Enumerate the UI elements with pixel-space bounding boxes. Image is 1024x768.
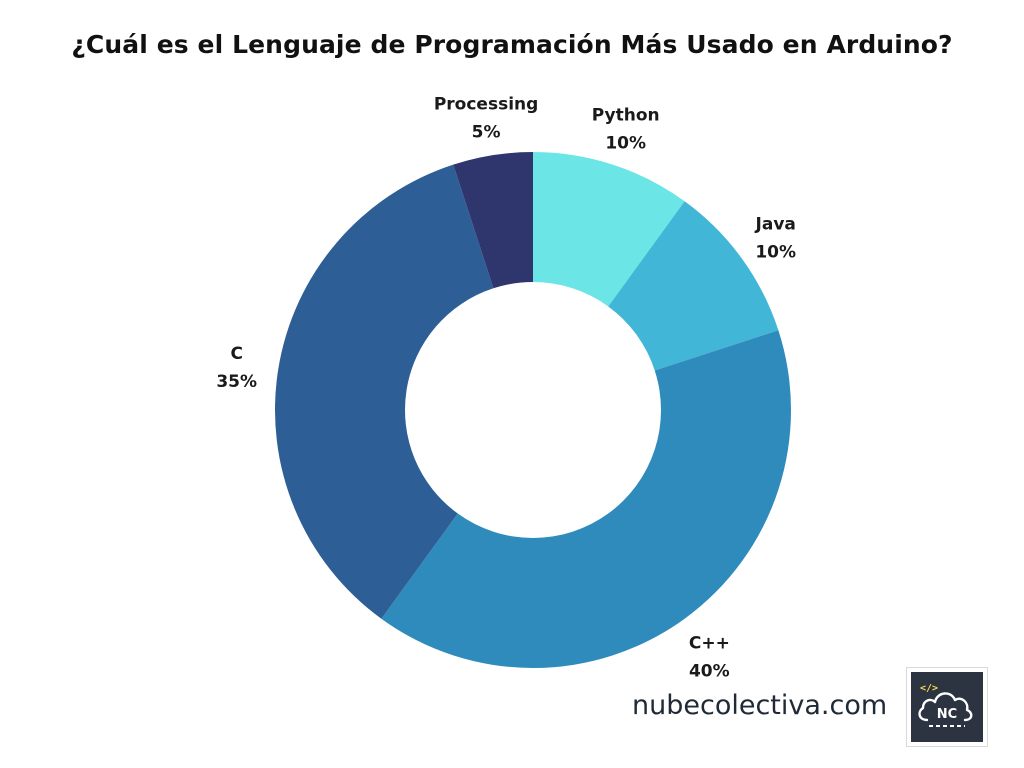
slice-label-java: Java bbox=[755, 215, 796, 235]
slice-label-c: C bbox=[230, 344, 242, 364]
donut-slices bbox=[275, 152, 791, 668]
slice-processing bbox=[453, 152, 533, 289]
slice-label-cplusplus: C++ bbox=[689, 634, 730, 654]
logo-code-glyph: </> bbox=[920, 683, 938, 694]
slice-label-processing: Processing bbox=[434, 95, 538, 115]
slice-c bbox=[275, 164, 494, 619]
slice-java bbox=[608, 201, 779, 371]
site-url-text: nubecolectiva.com bbox=[632, 690, 888, 721]
slice-labels: Python 10% Java 10% C++ 40% C 35% Processing 5% bbox=[216, 95, 796, 682]
logo-background: </> NC bbox=[911, 672, 983, 742]
slice-python bbox=[533, 152, 685, 307]
logo-text: NC bbox=[937, 707, 957, 722]
cloud-icon: </> NC bbox=[918, 683, 973, 727]
slice-label-python: Python bbox=[592, 106, 660, 126]
slice-value-java: 10% bbox=[755, 243, 796, 263]
brand-logo: </> NC bbox=[906, 667, 988, 747]
slice-value-processing: 5% bbox=[472, 123, 501, 143]
chart-title: ¿Cuál es el Lenguaje de Programación Más… bbox=[71, 30, 953, 59]
slice-cplusplus bbox=[381, 330, 791, 668]
slice-value-cplusplus: 40% bbox=[689, 662, 730, 682]
slice-value-python: 10% bbox=[605, 134, 646, 154]
slice-value-c: 35% bbox=[216, 372, 257, 392]
